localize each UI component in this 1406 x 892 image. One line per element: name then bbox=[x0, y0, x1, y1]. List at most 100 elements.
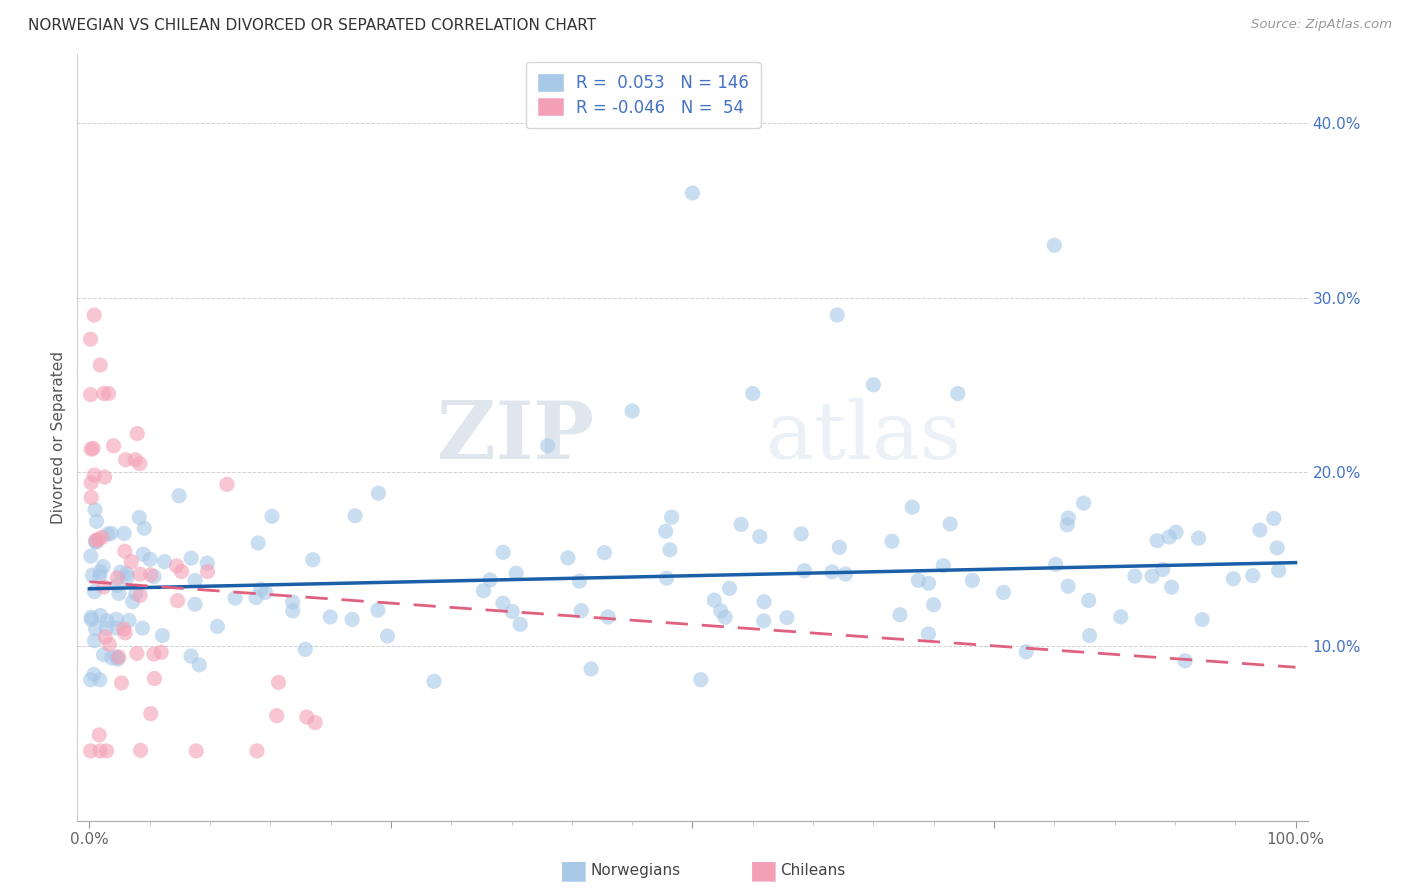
Point bbox=[1057, 511, 1080, 525]
Point bbox=[83, 584, 105, 599]
Point bbox=[80, 475, 103, 490]
Point bbox=[1043, 238, 1066, 252]
Point bbox=[114, 452, 136, 467]
Point bbox=[82, 568, 104, 582]
Point bbox=[128, 457, 150, 471]
Point bbox=[537, 439, 560, 453]
Point bbox=[83, 308, 105, 322]
Point bbox=[1077, 593, 1099, 607]
Point bbox=[295, 710, 318, 724]
Point bbox=[121, 595, 143, 609]
Point bbox=[79, 744, 101, 758]
Point bbox=[862, 377, 884, 392]
Point bbox=[250, 582, 273, 597]
Point bbox=[89, 358, 111, 372]
Point bbox=[105, 571, 128, 585]
Point bbox=[1191, 613, 1213, 627]
Point bbox=[790, 527, 813, 541]
Point bbox=[1263, 511, 1285, 525]
Point bbox=[825, 308, 848, 322]
Point bbox=[125, 647, 148, 661]
Point bbox=[89, 565, 111, 579]
Point bbox=[301, 553, 323, 567]
Point bbox=[1241, 568, 1264, 582]
Point bbox=[139, 567, 162, 582]
Point bbox=[880, 534, 903, 549]
Point bbox=[118, 614, 141, 628]
Point bbox=[131, 621, 153, 635]
Point bbox=[1056, 517, 1078, 532]
Point bbox=[922, 598, 945, 612]
Point bbox=[377, 629, 399, 643]
Point bbox=[207, 619, 229, 633]
Point bbox=[97, 386, 120, 401]
Point bbox=[821, 565, 844, 579]
Point bbox=[946, 386, 969, 401]
Point bbox=[83, 468, 105, 483]
Point bbox=[93, 386, 115, 401]
Point bbox=[112, 526, 135, 541]
Point bbox=[84, 535, 107, 549]
Point bbox=[79, 387, 101, 401]
Point bbox=[82, 442, 104, 456]
Point bbox=[143, 569, 166, 583]
Point bbox=[579, 662, 602, 676]
Point bbox=[180, 649, 202, 664]
Point bbox=[184, 574, 207, 588]
Point bbox=[100, 526, 122, 541]
Point bbox=[501, 605, 523, 619]
Point bbox=[84, 534, 107, 549]
Point bbox=[80, 610, 103, 624]
Point bbox=[83, 667, 105, 681]
Point bbox=[142, 647, 165, 661]
Point bbox=[492, 545, 515, 559]
Point bbox=[188, 657, 211, 672]
Point bbox=[689, 673, 711, 687]
Point bbox=[80, 442, 103, 457]
Point bbox=[150, 645, 173, 659]
Point bbox=[367, 603, 389, 617]
Text: NORWEGIAN VS CHILEAN DIVORCED OR SEPARATED CORRELATION CHART: NORWEGIAN VS CHILEAN DIVORCED OR SEPARAT… bbox=[28, 18, 596, 33]
Point bbox=[281, 595, 304, 609]
Text: Norwegians: Norwegians bbox=[591, 863, 681, 878]
Point bbox=[266, 708, 288, 723]
Point bbox=[1057, 579, 1080, 593]
Point bbox=[117, 570, 139, 584]
Point bbox=[79, 673, 101, 687]
Point bbox=[107, 652, 129, 666]
Point bbox=[110, 565, 132, 579]
Point bbox=[776, 610, 799, 624]
Point bbox=[294, 642, 316, 657]
Point bbox=[246, 744, 269, 758]
Point bbox=[89, 744, 111, 758]
Point bbox=[907, 574, 929, 588]
Point bbox=[186, 744, 208, 758]
Point bbox=[114, 544, 136, 558]
Point bbox=[1174, 654, 1197, 668]
Point bbox=[96, 621, 118, 635]
Point bbox=[889, 607, 911, 622]
Point bbox=[129, 743, 152, 757]
Point bbox=[1078, 628, 1101, 642]
Point bbox=[1267, 564, 1289, 578]
Point bbox=[115, 566, 138, 581]
Point bbox=[730, 517, 752, 532]
Point bbox=[1187, 531, 1209, 545]
Point bbox=[89, 608, 111, 623]
Point bbox=[319, 610, 342, 624]
Point bbox=[245, 591, 267, 605]
Y-axis label: Divorced or Separated: Divorced or Separated bbox=[51, 351, 66, 524]
Point bbox=[84, 502, 107, 516]
Point bbox=[103, 439, 125, 453]
Point bbox=[80, 491, 103, 505]
Point bbox=[1164, 525, 1187, 540]
Point bbox=[710, 604, 733, 618]
Point bbox=[509, 617, 531, 632]
Point bbox=[93, 470, 115, 484]
Point bbox=[247, 536, 270, 550]
Point bbox=[917, 576, 939, 591]
Point bbox=[569, 603, 592, 617]
Point bbox=[150, 628, 173, 642]
Point bbox=[793, 564, 815, 578]
Point bbox=[479, 573, 502, 587]
